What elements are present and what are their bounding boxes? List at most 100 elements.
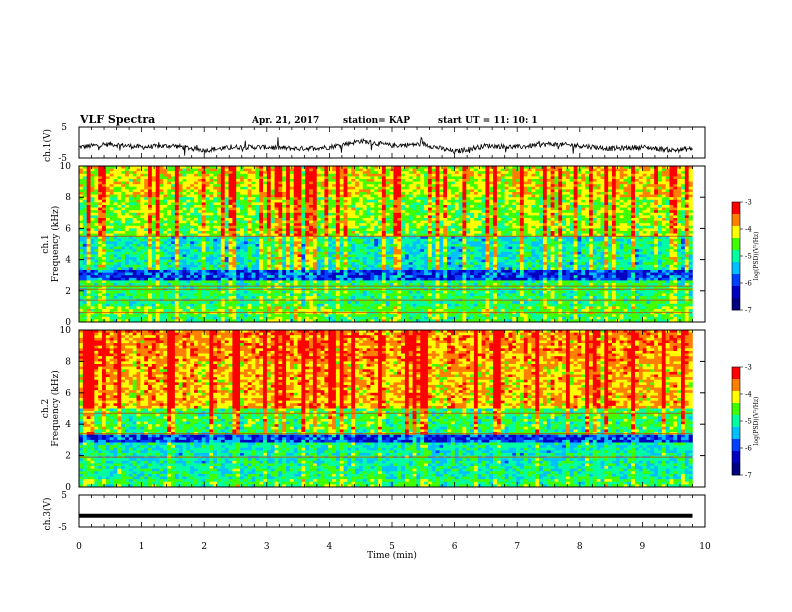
ch1-spectrogram-cell xyxy=(312,233,318,237)
ch1-spectrogram-cell xyxy=(470,218,475,221)
ch1-spectrogram-cell xyxy=(209,168,214,172)
ch1-spectrogram-cell xyxy=(447,192,452,195)
ch1-spectrogram-cell xyxy=(577,192,582,195)
ch1-spectrogram-cell xyxy=(634,186,640,190)
ch1-spectrogram-cell xyxy=(427,176,433,180)
ch1-spectrogram-cell xyxy=(240,238,245,242)
ch1-spectrogram-cell xyxy=(178,186,183,190)
ch1-spectrogram-cell xyxy=(535,228,540,232)
ch1-spectrogram-cell xyxy=(343,186,348,190)
ch1-spectrogram-cell xyxy=(125,173,130,177)
ch1-spectrogram-cell xyxy=(416,181,421,185)
ch1-spectrogram-cell xyxy=(243,223,248,227)
ch1-spectrogram-cell xyxy=(263,189,268,193)
ch1-spectrogram-cell xyxy=(224,238,229,242)
ch1-spectrogram-cell xyxy=(627,189,632,193)
ch1-spectrogram-cell xyxy=(182,186,187,190)
ch1-spectrogram-cell xyxy=(297,244,302,247)
ch1-spectrogram-cell xyxy=(182,241,187,245)
ch1-spectrogram-cell xyxy=(404,207,410,211)
ch1-spectrogram-cell xyxy=(90,205,95,208)
ch1-spectrogram-cell xyxy=(565,223,571,227)
ch1-spectrogram-cell xyxy=(654,202,659,206)
ch1-spectrogram-cell xyxy=(408,197,413,201)
ch1-spectrogram-cell xyxy=(542,238,548,242)
ch1-spectrogram-cell xyxy=(596,168,601,172)
ch1-spectrogram-cell xyxy=(140,223,145,227)
ch1-spectrogram-cell xyxy=(301,168,306,172)
ch1-spectrogram-cell xyxy=(98,212,103,216)
ch1-spectrogram-cell xyxy=(677,215,682,219)
ch1-spectrogram-cell xyxy=(458,186,463,190)
ch1-spectrogram-cell xyxy=(144,202,149,206)
ch1-spectrogram-cell xyxy=(470,194,475,198)
ch1-spectrogram-cell xyxy=(289,228,295,232)
ch1-spectrogram-cell xyxy=(454,236,459,240)
ch1-spectrogram-cell xyxy=(79,189,84,193)
ch1-spectrogram-cell xyxy=(190,166,195,169)
ch1-spectrogram-cell xyxy=(370,223,375,227)
ch1-spectrogram-cell xyxy=(443,186,448,190)
ch1-spectrogram-cell xyxy=(186,207,191,211)
ch1-spectrogram-cell xyxy=(270,166,275,169)
ch1-spectrogram-cell xyxy=(171,225,176,229)
ch1-spectrogram-cell xyxy=(496,192,502,195)
ch1-spectrogram-cell xyxy=(500,241,505,245)
ch1-spectrogram-cell xyxy=(355,244,360,247)
ch1-spectrogram-cell xyxy=(266,179,272,182)
ch1-spectrogram-cell xyxy=(447,197,452,201)
ch1-spectrogram-cell xyxy=(615,228,620,232)
ch1-spectrogram-cell xyxy=(646,228,651,232)
ch1-spectrogram-cell xyxy=(680,241,686,245)
ch1-spectrogram-cell xyxy=(562,223,567,227)
ch1-spectrogram-cell xyxy=(535,199,540,203)
ch1-spectrogram-cell xyxy=(546,186,551,190)
ch1-spectrogram-cell xyxy=(688,184,693,188)
ch1-spectrogram-cell xyxy=(163,202,168,206)
ch1-spectrogram-cell xyxy=(309,171,314,175)
ch1-spectrogram-cell xyxy=(347,231,352,234)
ch1-spectrogram-cell xyxy=(408,215,413,219)
ch1-spectrogram-cell xyxy=(351,176,356,180)
ch1-spectrogram-cell xyxy=(539,241,544,245)
ch1-spectrogram-cell xyxy=(569,192,574,195)
ch1-spectrogram-cell xyxy=(324,179,329,182)
ch1-spectrogram-cell xyxy=(320,223,325,227)
ch1-spectrogram-cell xyxy=(201,186,206,190)
ch1-spectrogram-cell xyxy=(654,220,659,224)
ch1-spectrogram-cell xyxy=(270,176,275,180)
ch1-spectrogram-cell xyxy=(680,220,686,224)
ch1-spectrogram-cell xyxy=(190,212,195,216)
ch1-spectrogram-cell xyxy=(577,218,582,221)
ch1-spectrogram-cell xyxy=(332,241,337,245)
ch1-spectrogram-cell xyxy=(263,233,268,237)
ch1-spectrogram-cell xyxy=(615,186,620,190)
ch1-spectrogram-cell xyxy=(408,194,413,198)
ch1-spectrogram-cell xyxy=(389,189,394,193)
ch1-spectrogram-cell xyxy=(297,220,302,224)
ch1-spectrogram-cell xyxy=(297,197,302,201)
ch1-spectrogram-cell xyxy=(335,202,341,206)
ch1-spectrogram-cell xyxy=(412,202,417,206)
ch1-spectrogram-cell xyxy=(374,218,379,221)
ch1-spectrogram-cell xyxy=(677,194,682,198)
ch1-spectrogram-cell xyxy=(163,223,168,227)
ch1-spectrogram-cell xyxy=(362,184,367,188)
ch1-spectrogram-cell xyxy=(493,186,498,190)
ch1-spectrogram-cell xyxy=(554,212,559,216)
ch1-spectrogram-cell xyxy=(615,168,620,172)
ch1-spectrogram-cell xyxy=(201,176,206,180)
ch1-spectrogram-cell xyxy=(90,225,95,229)
ch1-spectrogram-cell xyxy=(646,220,651,224)
ch1-spectrogram-cell xyxy=(251,181,256,185)
ch1-spectrogram-cell xyxy=(102,225,107,229)
ch1-spectrogram-cell xyxy=(623,194,628,198)
ch1-spectrogram-cell xyxy=(94,228,99,232)
ch1-spectrogram-cell xyxy=(535,223,540,227)
ch1-spectrogram-cell xyxy=(481,166,486,169)
ch1-spectrogram-cell xyxy=(232,192,237,195)
ch1-spectrogram-cell xyxy=(608,205,613,208)
ch1-spectrogram-cell xyxy=(355,189,360,193)
ch1-spectrogram-cell xyxy=(155,202,160,206)
ch1-spectrogram-cell xyxy=(266,236,272,240)
